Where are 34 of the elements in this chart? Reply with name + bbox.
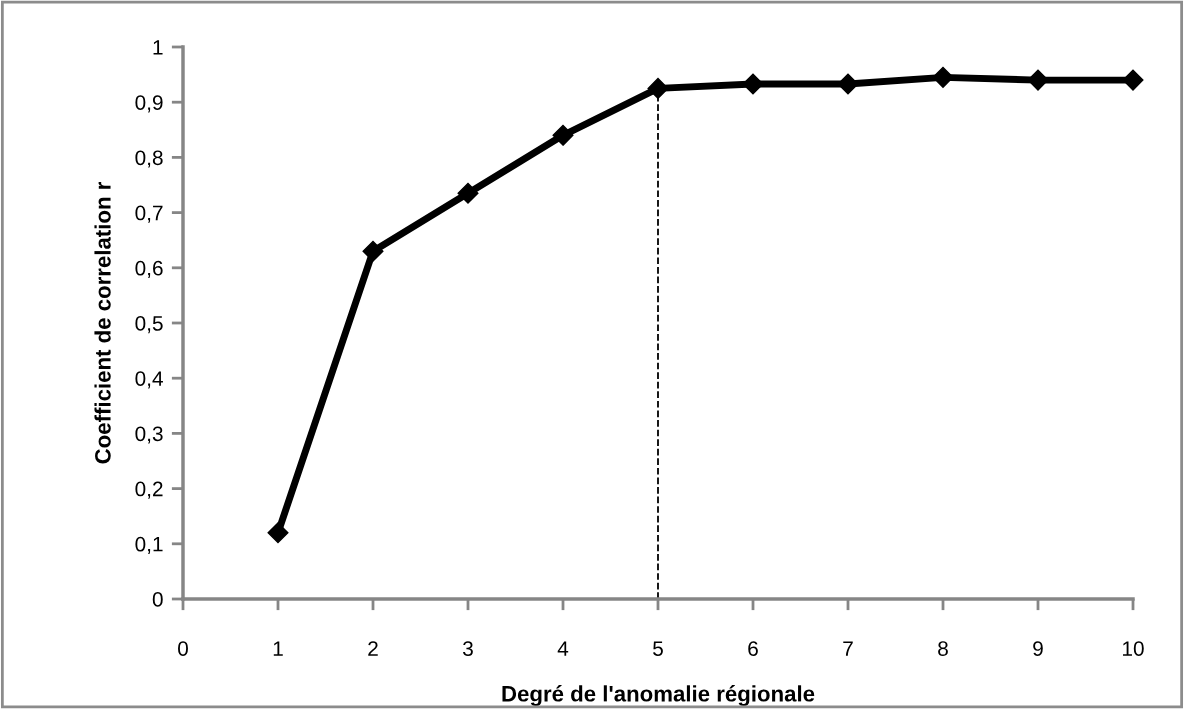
y-tick-label: 0,8 [135, 150, 163, 168]
y-tick-label: 0 [152, 592, 163, 607]
x-axis-title: Degré de l'anomalie régionale [502, 685, 815, 707]
point [1122, 69, 1144, 91]
y-tick-label: 0,1 [135, 536, 163, 555]
y-tick-label: 0,2 [135, 481, 163, 499]
x-tick-label: 6 [748, 641, 758, 656]
x-tick-label: 3 [463, 641, 473, 656]
x-tick-label: 5 [653, 641, 663, 656]
point [932, 66, 954, 88]
y-tick-label: 0,3 [135, 426, 163, 444]
point [837, 73, 859, 95]
point [457, 182, 479, 204]
y-tick-label: 0,5 [135, 316, 163, 334]
x-tick-label: 4 [557, 641, 569, 656]
point [742, 73, 764, 95]
y-tick-label: 1 [153, 40, 163, 55]
point [267, 522, 289, 544]
x-tick-label: 8 [938, 641, 948, 656]
y-tick-label: 0,7 [135, 205, 163, 223]
point [647, 77, 669, 99]
x-tick-label: 1 [273, 641, 283, 656]
x-tick-label: 10 [1123, 641, 1144, 656]
y-tick-label: 0,6 [135, 260, 163, 279]
x-tick-label: 9 [1033, 641, 1043, 656]
y-axis-title: Coefficient de correlation r [94, 181, 111, 464]
x-tick-label: 0 [178, 641, 188, 656]
x-tick-label: 2 [368, 641, 378, 656]
point [362, 240, 384, 262]
point [1027, 69, 1049, 91]
y-tick-label: 0,9 [135, 95, 163, 113]
x-tick-label: 7 [843, 641, 853, 656]
point [552, 124, 574, 146]
y-tick-label: 0,4 [135, 371, 163, 389]
